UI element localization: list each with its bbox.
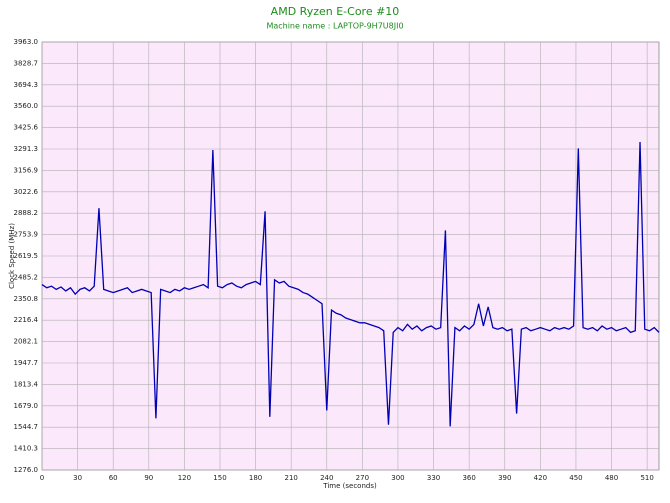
data-line xyxy=(41,142,660,427)
x-tick-label: 480 xyxy=(605,474,618,482)
y-tick-label: 1410.3 xyxy=(14,445,39,453)
y-tick-label: 2350.8 xyxy=(14,295,39,303)
x-axis-label: Time (seconds) xyxy=(322,482,377,490)
y-axis-label: Clock Speed (MHz) xyxy=(8,223,16,289)
x-tick-label: 210 xyxy=(284,474,297,482)
x-tick-label: 240 xyxy=(320,474,333,482)
x-tick-label: 60 xyxy=(109,474,118,482)
y-tick-label: 2485.2 xyxy=(14,273,39,281)
x-tick-label: 120 xyxy=(178,474,191,482)
y-tick-label: 1813.4 xyxy=(14,380,39,388)
y-tick-label: 2619.5 xyxy=(14,252,39,260)
x-tick-label: 450 xyxy=(569,474,582,482)
x-tick-label: 300 xyxy=(391,474,404,482)
y-tick-label: 1544.7 xyxy=(14,423,39,431)
chart-title: AMD Ryzen E-Core #10 xyxy=(271,5,400,18)
x-tick-label: 30 xyxy=(73,474,82,482)
y-tick-label: 3425.6 xyxy=(14,124,39,132)
y-tick-label: 2216.4 xyxy=(14,316,39,324)
y-tick-label: 1276.0 xyxy=(14,466,39,474)
y-tick-label: 3694.3 xyxy=(14,81,39,89)
y-tick-label: 3560.0 xyxy=(14,102,39,110)
y-tick-label: 3291.3 xyxy=(14,145,39,153)
chart-subtitle: Machine name : LAPTOP-9H7U8JI0 xyxy=(266,22,403,31)
x-tick-label: 90 xyxy=(144,474,153,482)
y-tick-label: 3156.9 xyxy=(14,166,39,174)
x-tick-label: 360 xyxy=(462,474,475,482)
x-tick-label: 0 xyxy=(40,474,44,482)
x-tick-label: 180 xyxy=(249,474,262,482)
y-tick-label: 2753.9 xyxy=(14,231,39,239)
x-tick-label: 330 xyxy=(427,474,440,482)
x-tick-label: 510 xyxy=(640,474,653,482)
y-tick-label: 3963.0 xyxy=(14,38,39,46)
y-tick-label: 1947.7 xyxy=(14,359,39,367)
x-tick-label: 270 xyxy=(356,474,369,482)
x-tick-label: 150 xyxy=(213,474,226,482)
y-tick-label: 3022.6 xyxy=(14,188,39,196)
x-tick-label: 420 xyxy=(534,474,547,482)
y-tick-label: 2888.2 xyxy=(14,209,39,217)
y-tick-label: 1679.0 xyxy=(14,402,39,410)
x-tick-label: 390 xyxy=(498,474,511,482)
y-tick-label: 2082.1 xyxy=(14,338,39,346)
y-tick-label: 3828.7 xyxy=(14,59,39,67)
